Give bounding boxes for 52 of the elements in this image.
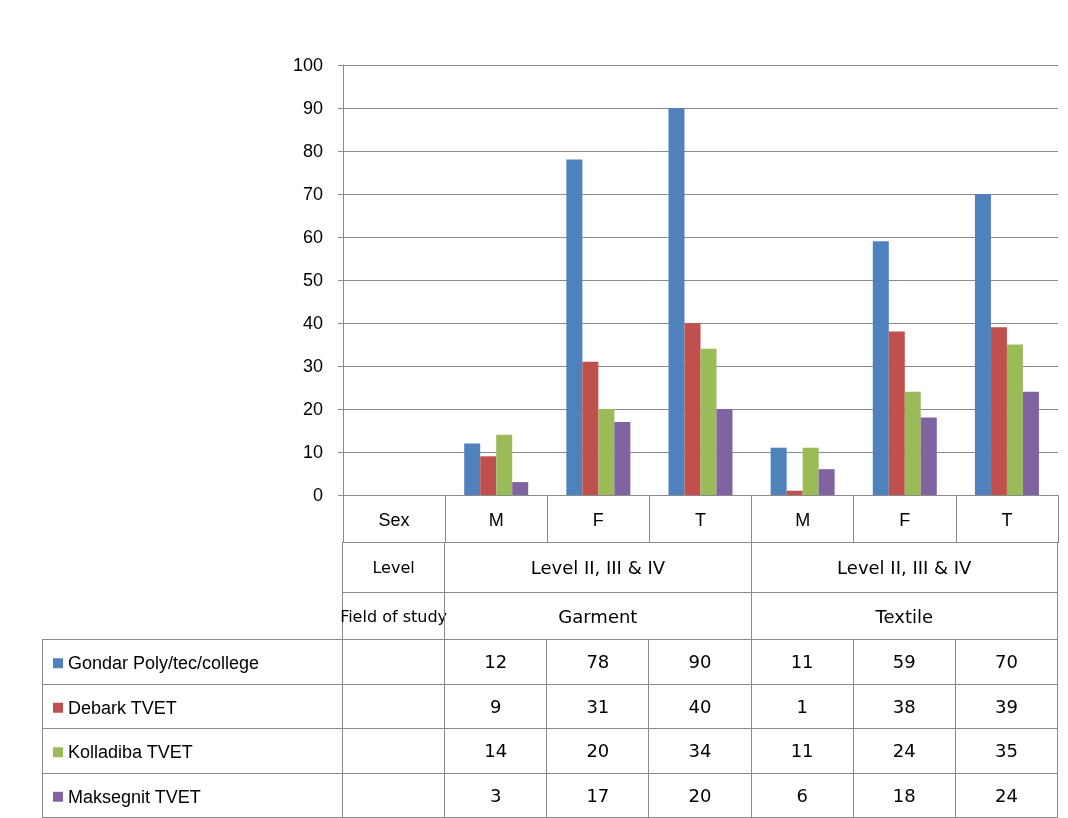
data-label: 24 [852,728,956,774]
data-label: 18 [852,772,956,818]
data-label: 70 [954,639,1058,685]
y-tick-label: 40 [302,313,323,333]
data-label: 40 [648,683,752,729]
legend-label: Kolladiba TVET [68,742,193,763]
y-tick-label: 100 [292,55,323,75]
data-label: 20 [546,728,650,774]
data-label: 59 [852,639,956,685]
data-label: 38 [852,683,956,729]
x-tick-label: F [592,510,604,530]
x-tick-label: T [1001,510,1013,530]
data-label: 12 [444,639,548,685]
data-label: 34 [648,728,752,774]
data-label: 1 [750,683,854,729]
text: Textile [750,592,1058,640]
y-tick-label: 0 [312,485,323,505]
legend-label: Gondar Poly/tec/college [68,653,260,674]
data-label: 24 [954,772,1058,818]
y-tick-label: 10 [302,442,323,462]
data-label: 35 [954,728,1058,774]
y-tick-label: 30 [302,356,323,376]
data-label: 90 [648,639,752,685]
data-label: 17 [546,772,650,818]
text: Field of study [340,592,448,640]
data-label: 78 [546,639,650,685]
text: Level II, III & IV [750,542,1058,593]
data-label: 11 [750,728,854,774]
x-tick-label: M [795,510,811,530]
x-tick-label: F [899,510,911,530]
data-label: 3 [444,772,548,818]
data-label: 39 [954,683,1058,729]
text: Level II, III & IV [444,542,752,593]
y-tick-label: 60 [302,227,323,247]
legend-label: Maksegnit TVET [68,786,201,807]
y-tick-label: 20 [302,399,323,419]
y-tick-label: 50 [302,270,323,290]
y-tick-label: 70 [302,184,323,204]
x-tick-label: Sex [378,510,410,530]
text: Garment [558,605,638,627]
data-label: 9 [444,683,548,729]
data-label: 6 [750,772,854,818]
x-tick-label: M [488,510,504,530]
legend-label: Debark TVET [68,697,177,718]
data-label: 31 [546,683,650,729]
x-tick-label: T [695,510,706,530]
text: Level [342,542,446,593]
data-label: 14 [444,728,548,774]
data-label: 11 [750,639,854,685]
data-label: 20 [648,772,752,818]
y-tick-label: 80 [302,141,323,161]
y-tick-label: 90 [302,98,323,118]
